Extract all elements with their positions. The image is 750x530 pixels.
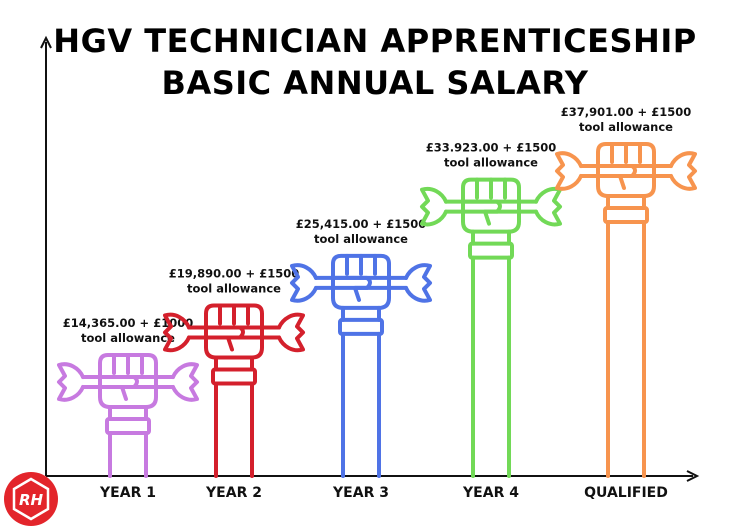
wrench-right-jaw	[669, 151, 697, 191]
data-label-allowance: tool allowance	[444, 156, 538, 170]
wrench-left-jaw	[290, 263, 318, 303]
wrench-left-jaw	[420, 186, 448, 227]
thumb	[98, 375, 139, 401]
x-axis-arrow	[686, 470, 700, 482]
wrench-left-jaw	[555, 151, 583, 191]
bar-year-2	[163, 303, 305, 478]
fist	[98, 353, 158, 409]
chart-title-line-2: BASIC ANNUAL SALARY	[161, 64, 589, 102]
wrist-cuff	[603, 206, 649, 224]
wrist-cuff	[468, 241, 514, 260]
data-label-value: £25,415.00 + £1500	[296, 217, 426, 231]
data-label-value: £19,890.00 + £1500	[169, 266, 299, 280]
fist	[596, 142, 656, 198]
data-label-allowance: tool allowance	[314, 232, 408, 246]
data-label-allowance: tool allowance	[81, 331, 175, 345]
wrench-right-jaw	[277, 312, 305, 353]
wrench-left-jaw	[163, 312, 191, 353]
x-tick-label: QUALIFIED	[584, 485, 668, 501]
data-label-allowance: tool allowance	[187, 281, 281, 295]
wrist-cuff	[105, 417, 151, 435]
fist	[331, 253, 391, 310]
wrench-right-jaw	[534, 186, 562, 227]
data-label-value: £14,365.00 + £1000	[63, 316, 193, 330]
bar-year-1	[57, 353, 199, 478]
fist	[461, 177, 521, 234]
wrench-right-jaw	[171, 362, 199, 402]
y-axis-arrow	[40, 35, 52, 49]
rh-logo: RH	[4, 472, 58, 526]
chart-title-line-1: HGV TECHNICIAN APPRENTICESHIP	[53, 22, 697, 60]
data-label-value: £33.923.00 + £1500	[426, 141, 556, 155]
thumb	[331, 275, 372, 302]
x-tick-label: YEAR 2	[205, 485, 262, 501]
fist	[204, 303, 264, 360]
thumb	[204, 325, 245, 352]
wrist-cuff	[338, 317, 384, 336]
wrist-cuff	[211, 367, 257, 386]
thumb	[596, 164, 637, 190]
data-label-allowance: tool allowance	[579, 120, 673, 134]
x-tick-label: YEAR 1	[99, 485, 156, 501]
wrench-left-jaw	[57, 362, 85, 402]
bar-qualified	[555, 142, 697, 478]
x-tick-label: YEAR 4	[462, 485, 519, 501]
logo-text: RH	[19, 491, 44, 509]
thumb	[461, 199, 502, 226]
logo-hexagon	[12, 477, 50, 521]
bar-year-4	[420, 177, 562, 478]
x-tick-label: YEAR 3	[332, 485, 389, 501]
bar-year-3	[290, 253, 432, 478]
data-label-value: £37,901.00 + £1500	[561, 105, 691, 119]
wrench-right-jaw	[404, 263, 432, 303]
